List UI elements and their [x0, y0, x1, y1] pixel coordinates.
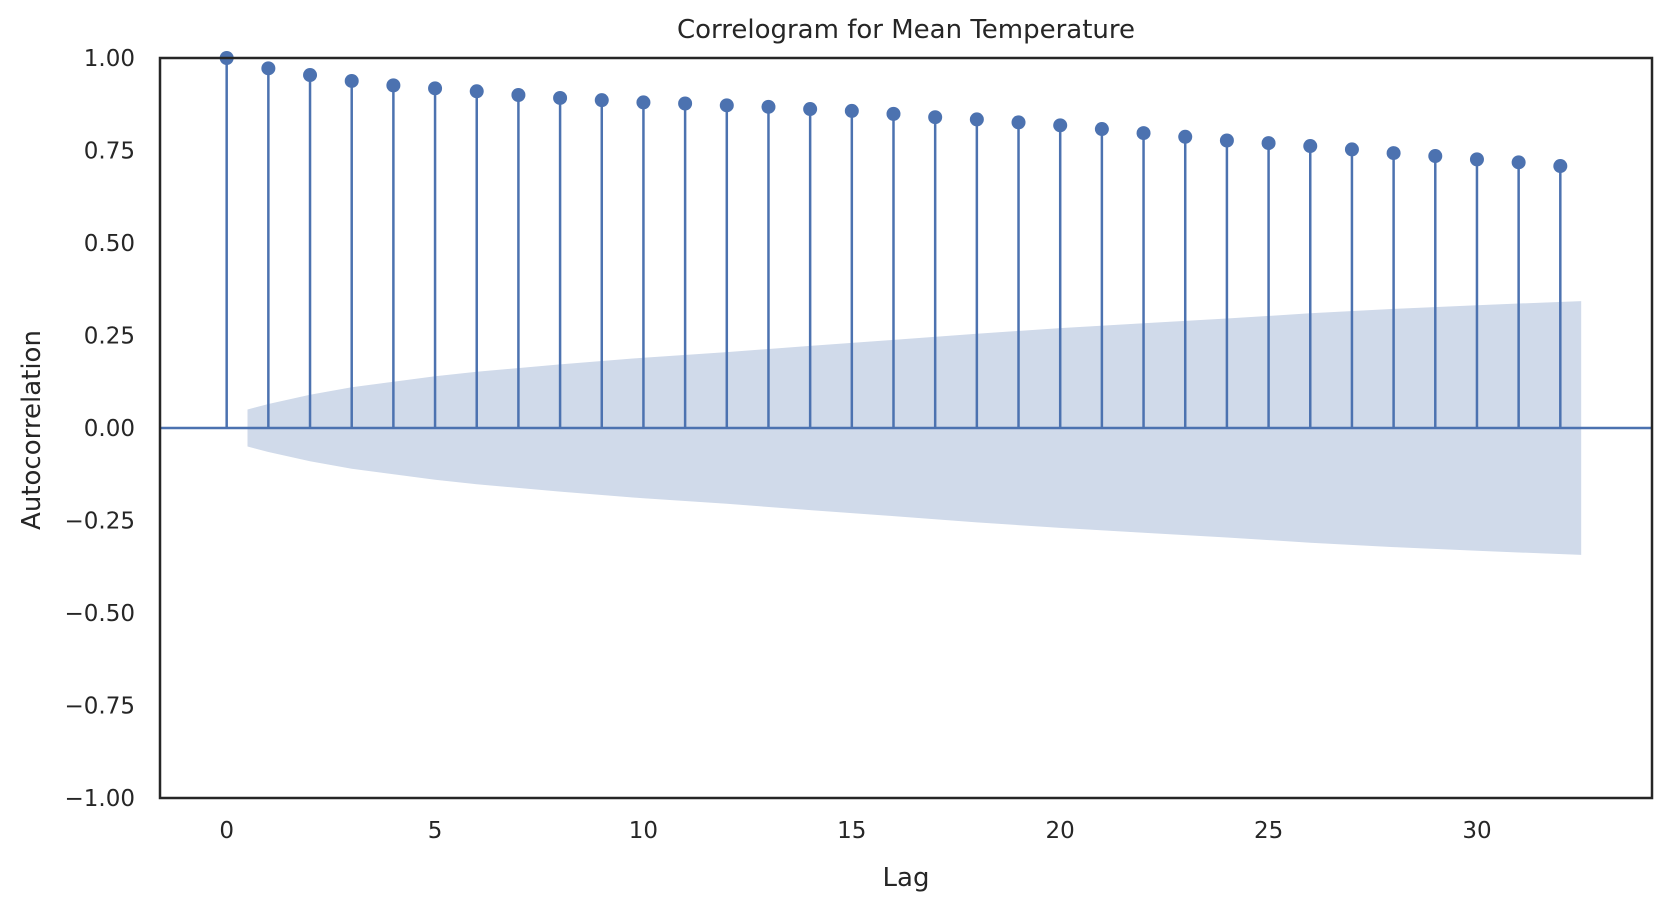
stem-marker: [511, 88, 526, 102]
y-tick-label: −1.00: [65, 786, 135, 812]
stem-marker: [719, 98, 734, 113]
stem-marker: [428, 81, 443, 96]
chart-title: Correlogram for Mean Temperature: [677, 15, 1135, 45]
stem-marker: [1053, 118, 1068, 133]
stem-marker: [844, 103, 859, 118]
y-tick-label: 0.00: [84, 416, 135, 442]
stem-marker: [969, 112, 984, 127]
x-tick-label: 0: [219, 818, 234, 844]
x-axis-ticks: 0 5 10 15 20 25 30: [219, 818, 1491, 844]
stem-marker: [761, 99, 776, 114]
y-tick-label: 0.75: [84, 139, 135, 165]
x-axis-label: Lag: [883, 863, 930, 893]
stem-marker: [386, 78, 401, 93]
stem-marker: [803, 102, 818, 117]
stem-marker: [469, 84, 484, 99]
stem-marker: [1511, 155, 1526, 170]
stem-marker: [594, 93, 609, 108]
y-tick-label: −0.50: [65, 601, 135, 627]
axes-frame: [158, 56, 1654, 800]
y-axis-label: Autocorrelation: [17, 330, 47, 530]
x-tick-label: 15: [837, 818, 866, 844]
stem-marker: [886, 106, 901, 121]
y-tick-label: −0.75: [65, 694, 135, 720]
stem-marker: [344, 73, 359, 88]
stem-marker: [1261, 136, 1276, 151]
stem-marker: [636, 95, 651, 110]
stem-marker: [261, 61, 276, 76]
y-tick-label: 0.50: [84, 231, 135, 257]
x-tick-label: 30: [1462, 818, 1491, 844]
y-axis-ticks: −1.00 −0.75 −0.50 −0.25 0.00 0.25 0.50 0.75 1.00: [65, 46, 135, 812]
x-tick-label: 25: [1254, 818, 1283, 844]
stem-marker: [1178, 129, 1193, 144]
stem-marker: [1011, 115, 1026, 130]
stem-marker: [1344, 142, 1359, 157]
stem-marker: [303, 68, 318, 83]
stem-marker: [1553, 159, 1568, 174]
stem-marker: [928, 110, 943, 125]
stem-marker: [1136, 126, 1151, 141]
stem-marker: [553, 90, 568, 105]
stem-marker: [1303, 139, 1318, 154]
y-tick-label: −0.25: [65, 509, 135, 535]
stem-marker: [1094, 122, 1109, 137]
x-tick-label: 20: [1046, 818, 1075, 844]
y-tick-label: 1.00: [84, 46, 135, 72]
stem-marker: [678, 96, 693, 111]
x-tick-label: 5: [428, 818, 443, 844]
stem-marker: [1386, 146, 1401, 161]
y-tick-label: 0.25: [84, 324, 135, 350]
plot-area: [160, 51, 1652, 555]
x-tick-label: 10: [629, 818, 658, 844]
stem-marker: [1428, 149, 1443, 164]
stem-series: [219, 51, 1568, 428]
stem-marker: [1469, 152, 1484, 167]
stem-marker: [1219, 133, 1234, 148]
